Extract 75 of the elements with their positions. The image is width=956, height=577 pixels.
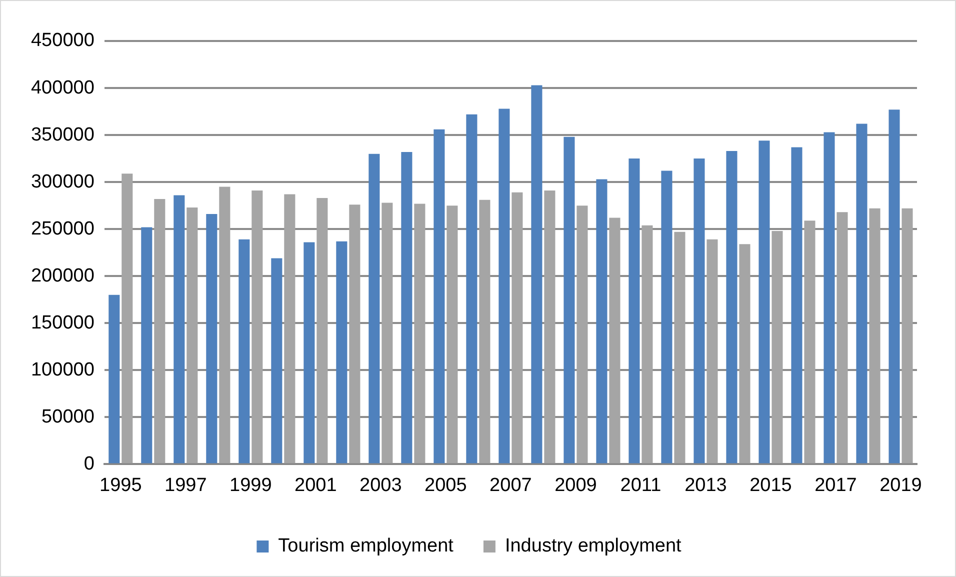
bar (531, 85, 542, 464)
bar (434, 129, 445, 464)
x-tick-label: 2005 (424, 474, 467, 496)
y-tick-label: 150000 (30, 312, 94, 334)
bar (772, 230, 783, 464)
bar (122, 174, 133, 464)
x-tick-label: 1999 (230, 474, 272, 496)
bar (512, 192, 523, 464)
x-tick-label: 2007 (490, 474, 532, 496)
bar (856, 124, 868, 464)
legend-label: Industry employment (504, 536, 682, 557)
bar (544, 190, 556, 464)
bar (674, 232, 686, 464)
x-tick-label: 2013 (684, 474, 727, 496)
bar (154, 198, 166, 464)
bar (206, 214, 218, 464)
bar (479, 200, 490, 464)
bar (596, 179, 608, 464)
bar (336, 241, 348, 464)
y-tick-label: 250000 (30, 218, 94, 240)
bar (368, 154, 380, 464)
bar (238, 239, 250, 464)
bar (694, 158, 705, 464)
legend-label: Tourism employment (278, 536, 454, 557)
y-tick-label: 200000 (30, 265, 94, 286)
bar (609, 218, 620, 464)
bar (804, 220, 816, 464)
x-tick-label: 2017 (814, 474, 857, 496)
bar (316, 198, 328, 464)
bar (902, 208, 913, 464)
bar (661, 170, 672, 464)
bar (284, 194, 296, 464)
bar (758, 140, 770, 464)
bar (888, 110, 900, 464)
bar (726, 151, 738, 464)
bar (564, 136, 575, 464)
bar (791, 147, 802, 464)
bar (349, 204, 360, 464)
bar (642, 225, 653, 464)
bar (271, 258, 282, 464)
y-tick-label: 50000 (42, 406, 94, 428)
bar (174, 195, 185, 464)
bar (382, 202, 393, 464)
bar (739, 244, 750, 464)
x-tick-label: 2015 (750, 474, 792, 496)
bar (824, 132, 835, 464)
x-tick-label: 2001 (294, 474, 337, 496)
bar (466, 114, 478, 464)
x-tick-label: 2019 (880, 474, 922, 496)
bar (304, 242, 315, 464)
bar (141, 227, 152, 464)
y-tick-label: 350000 (30, 124, 94, 146)
bar (108, 294, 120, 464)
bar (498, 108, 510, 464)
bar (401, 152, 412, 464)
bar (706, 239, 718, 464)
y-tick-label: 300000 (30, 171, 94, 192)
bar (446, 206, 458, 464)
y-tick-label: 100000 (30, 359, 94, 380)
y-tick-label: 0 (84, 453, 94, 474)
x-tick-label: 2003 (360, 474, 402, 496)
bar (219, 186, 230, 464)
y-tick-label: 400000 (30, 77, 94, 98)
bar (186, 207, 198, 464)
y-tick-label: 450000 (30, 30, 94, 52)
bar (576, 206, 588, 464)
x-tick-label: 1997 (164, 474, 207, 496)
bar (628, 158, 640, 464)
x-tick-label: 2009 (554, 474, 597, 496)
bar (414, 204, 426, 464)
x-tick-label: 1995 (100, 474, 142, 496)
bar (252, 190, 263, 464)
x-tick-label: 2011 (620, 474, 662, 496)
bar (869, 208, 880, 464)
bar (836, 212, 848, 464)
